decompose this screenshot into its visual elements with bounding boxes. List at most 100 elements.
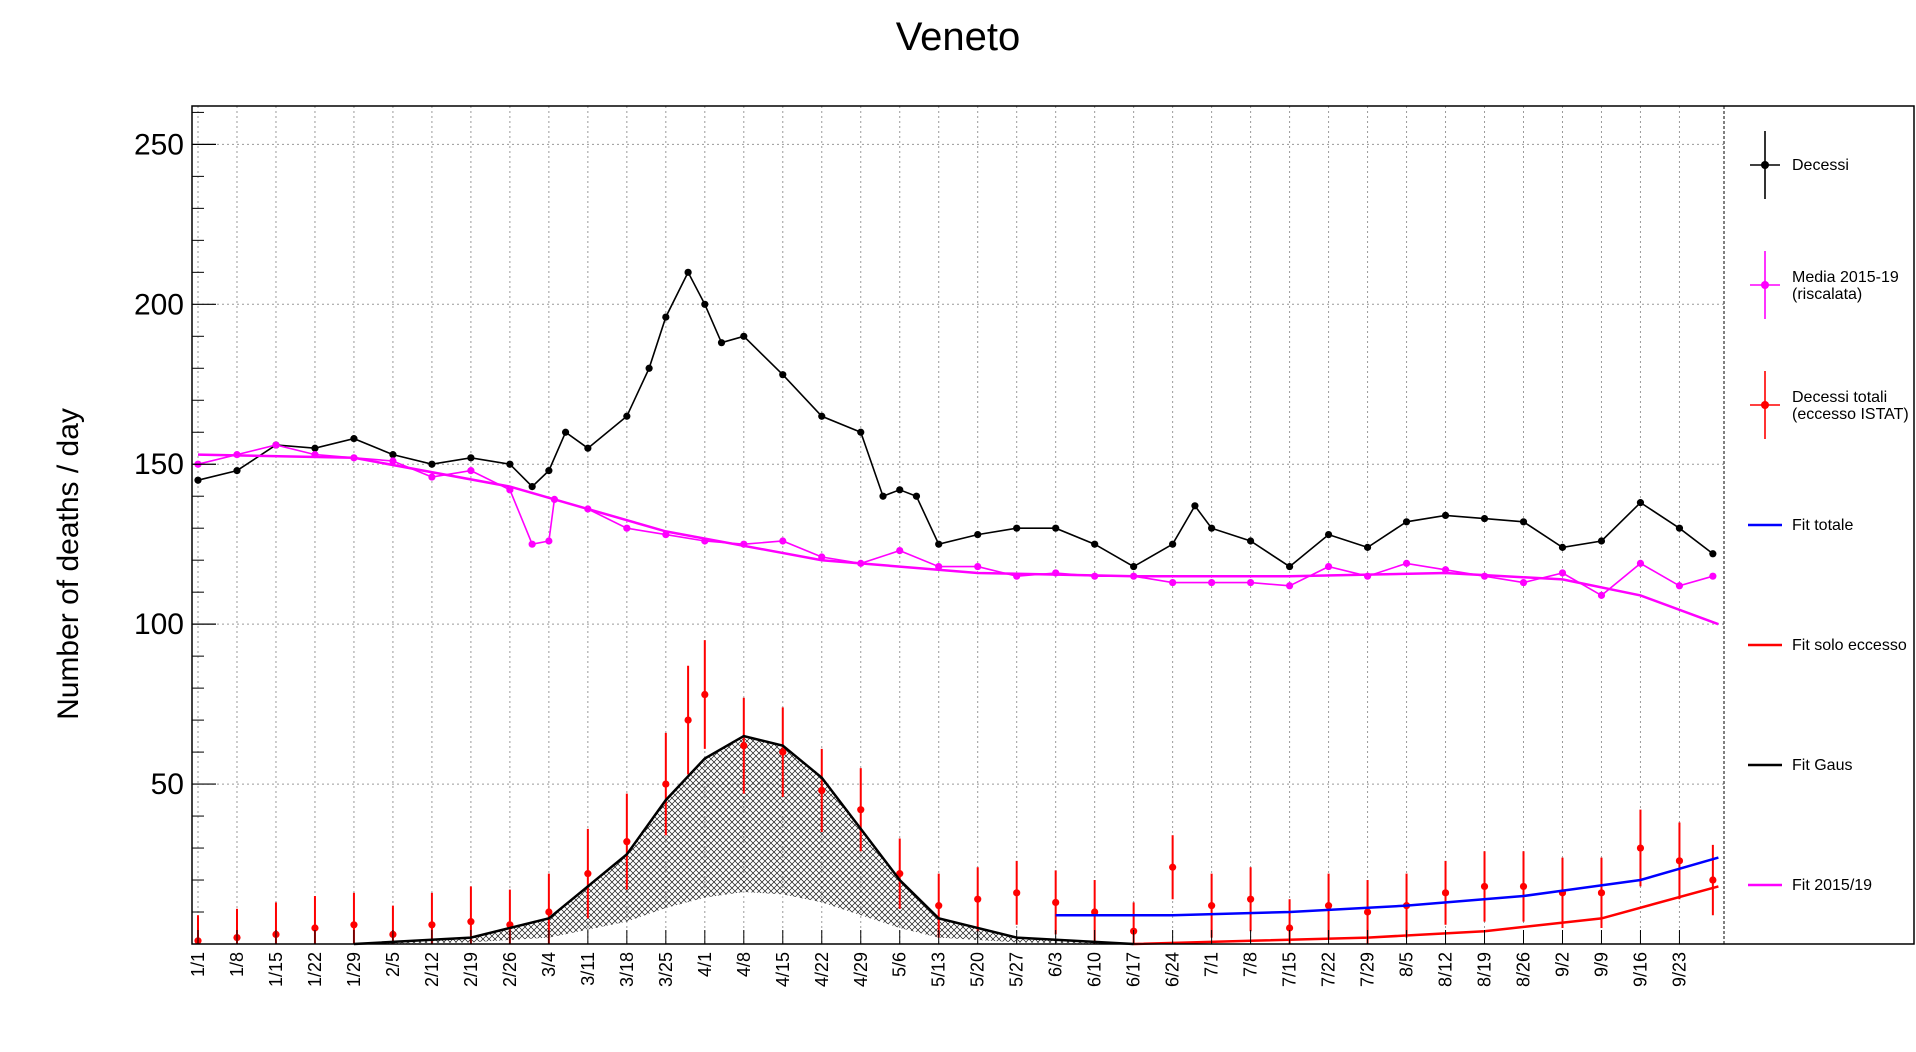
- data-point: [1558, 543, 1567, 551]
- x-tick-label: 5/20: [968, 952, 988, 987]
- data-point: [1285, 924, 1294, 932]
- x-tick-label: 5/6: [890, 952, 910, 977]
- legend-entry: Fit totale: [1748, 517, 1853, 534]
- series-line: [197, 444, 1714, 597]
- data-point: [1208, 902, 1216, 910]
- data-point: [1480, 515, 1489, 523]
- plot-series: [194, 268, 1719, 946]
- y-tick-label: 250: [134, 128, 184, 161]
- data-point: [1130, 562, 1138, 571]
- data-point: [1675, 524, 1684, 532]
- data-point: [233, 467, 241, 475]
- legend-entry: Fit solo eccesso: [1748, 637, 1907, 654]
- legend-swatch-marker: [1761, 401, 1769, 409]
- x-tick-label: 8/26: [1514, 952, 1534, 987]
- legend-label: Decessi totali (eccesso ISTAT): [1792, 389, 1909, 423]
- data-point: [350, 921, 358, 929]
- x-tick-label: 7/22: [1319, 952, 1339, 987]
- legend-entry: Fit 2015/19: [1748, 877, 1872, 894]
- x-tick-label: 3/18: [617, 952, 637, 987]
- data-point: [1363, 908, 1372, 916]
- data-point: [467, 454, 475, 462]
- x-tick-label: 2/26: [500, 952, 520, 987]
- legend-swatch-marker: [1761, 281, 1769, 289]
- data-point: [545, 908, 553, 916]
- fit-bands: [353, 736, 1134, 944]
- x-tick-label: 1/15: [266, 952, 286, 987]
- data-point: [272, 441, 280, 449]
- data-point: [740, 332, 748, 340]
- y-axis-title: Number of deaths / day: [52, 408, 85, 720]
- x-tick-label: 4/22: [812, 952, 832, 987]
- legend-swatch-marker: [1761, 161, 1769, 169]
- data-point: [528, 483, 536, 491]
- data-point: [428, 460, 436, 468]
- gaus-fit-band: [353, 736, 1134, 944]
- data-point: [740, 742, 748, 750]
- data-point: [896, 486, 904, 494]
- legend-label: Decessi: [1792, 157, 1849, 174]
- series-6: [197, 453, 1719, 626]
- data-point: [1709, 550, 1717, 558]
- data-point: [1636, 844, 1645, 852]
- data-point: [662, 780, 670, 788]
- data-point: [935, 540, 943, 548]
- data-point: [561, 428, 570, 436]
- data-point: [584, 444, 592, 452]
- axes: 1/1 1/8 1/15 1/22 1/29 2/5 2/12 2/19 2/26 3/4 3/11…: [134, 106, 1725, 987]
- data-point: [1519, 882, 1528, 891]
- data-point: [1169, 863, 1177, 871]
- x-tick-label: 3/11: [578, 952, 598, 986]
- data-point: [1091, 908, 1099, 916]
- data-point: [623, 524, 631, 532]
- data-point: [818, 412, 826, 420]
- legend-entry: Fit Gaus: [1748, 757, 1852, 774]
- legend-entry: Media 2015-19 (riscalata): [1750, 251, 1899, 319]
- legend-label: Fit totale: [1792, 517, 1853, 534]
- data-point: [857, 428, 865, 436]
- data-point: [1402, 518, 1411, 526]
- data-point: [1169, 578, 1177, 587]
- data-point: [1597, 591, 1606, 599]
- x-tick-label: 3/4: [539, 952, 559, 977]
- data-point: [1675, 582, 1684, 590]
- data-point: [194, 476, 202, 484]
- x-tick-label: 9/2: [1552, 952, 1572, 977]
- data-point: [1324, 562, 1333, 571]
- x-tick-label: 2/5: [383, 952, 403, 977]
- data-point: [1091, 540, 1099, 548]
- data-point: [623, 412, 631, 420]
- legend-entry: Decessi: [1750, 131, 1849, 199]
- data-point: [350, 435, 358, 443]
- data-point: [818, 786, 826, 795]
- series-line: [197, 453, 1719, 626]
- x-tick-label: 6/24: [1163, 952, 1183, 987]
- x-tick-label: 7/15: [1280, 952, 1300, 987]
- data-point: [1052, 524, 1060, 532]
- data-point: [896, 870, 904, 878]
- data-point: [1597, 889, 1606, 897]
- x-tick-label: 5/27: [1007, 952, 1027, 987]
- data-point: [1247, 895, 1255, 903]
- data-point: [779, 371, 787, 379]
- data-point: [1052, 898, 1060, 907]
- data-point: [389, 451, 397, 459]
- data-point: [684, 716, 692, 724]
- legend-label: Fit solo eccesso: [1792, 637, 1907, 654]
- data-point: [1247, 578, 1255, 587]
- data-point: [1709, 876, 1717, 884]
- data-point: [717, 339, 726, 347]
- chart-title: Veneto: [896, 15, 1021, 59]
- x-tick-label: 7/8: [1241, 952, 1261, 977]
- data-point: [684, 268, 692, 276]
- x-tick-label: 6/3: [1046, 952, 1066, 977]
- x-tick-label: 1/22: [305, 952, 325, 987]
- series-0: [194, 268, 1717, 571]
- data-point: [974, 895, 982, 903]
- data-point: [1636, 559, 1645, 567]
- data-point: [1324, 530, 1333, 539]
- data-point: [701, 690, 709, 699]
- y-tick-label: 100: [134, 608, 184, 641]
- data-point: [1636, 499, 1645, 507]
